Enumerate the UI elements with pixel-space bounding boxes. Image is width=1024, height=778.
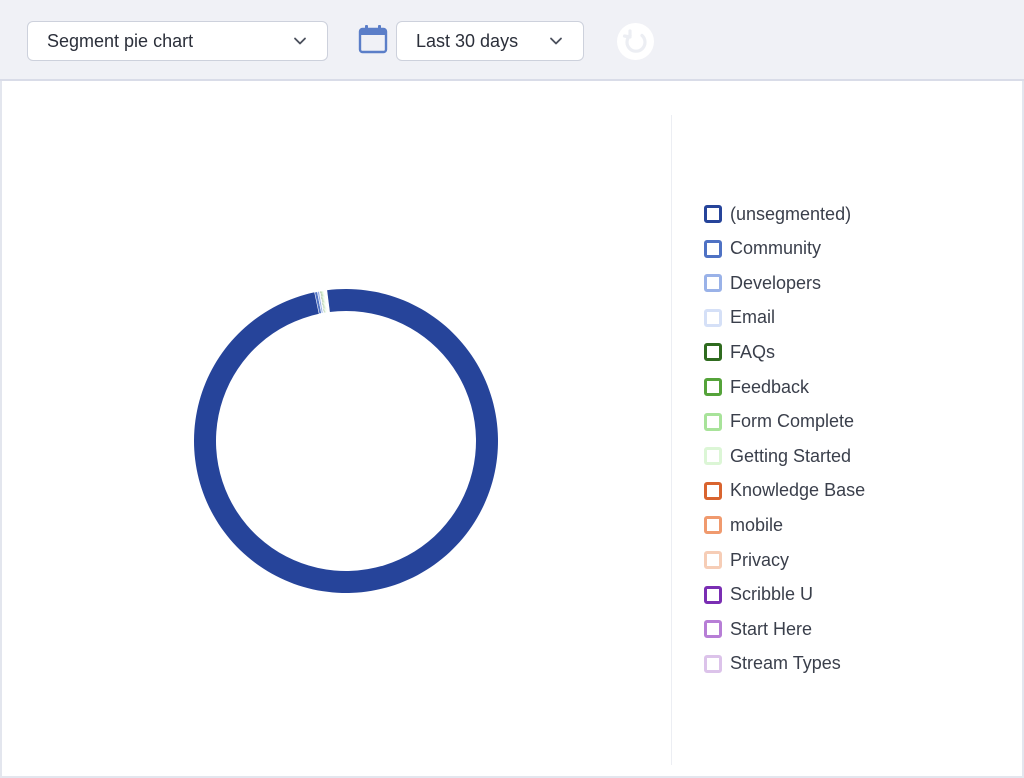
frame-border <box>0 776 1024 778</box>
legend-label: (unsegmented) <box>730 203 852 224</box>
legend-swatch <box>704 481 722 500</box>
legend-label: Email <box>730 307 776 328</box>
legend-label: Start Here <box>730 618 813 639</box>
legend-item[interactable]: Knowledge Base <box>704 477 865 505</box>
legend-swatch <box>704 274 722 293</box>
legend-item[interactable]: mobile <box>704 511 783 539</box>
legend-label: Getting Started <box>730 445 852 466</box>
legend-item[interactable]: (unsegmented) <box>704 200 851 228</box>
legend-label: Developers <box>730 272 822 293</box>
chart-panel <box>2 83 1022 776</box>
legend-item[interactable]: Email <box>704 304 775 332</box>
legend-item[interactable]: Start Here <box>704 615 812 643</box>
legend-item[interactable]: Getting Started <box>704 442 851 470</box>
legend-swatch <box>704 343 722 362</box>
chevron-down-icon <box>550 37 562 45</box>
segment-donut-chart <box>193 289 498 593</box>
legend-swatch <box>704 516 722 535</box>
legend-item[interactable]: Scribble U <box>704 581 813 609</box>
frame-border <box>1022 81 1024 778</box>
legend-label: Stream Types <box>730 653 841 674</box>
legend-item[interactable]: FAQs <box>704 338 775 366</box>
chevron-down-icon <box>294 37 306 45</box>
chart-type-value: Segment pie chart <box>47 30 194 51</box>
legend-item[interactable]: Form Complete <box>704 408 854 436</box>
date-range-value: Last 30 days <box>416 30 519 51</box>
legend-label: mobile <box>730 514 784 535</box>
refresh-icon <box>622 28 647 53</box>
legend-label: Privacy <box>730 549 790 570</box>
chart-type-select[interactable]: Segment pie chart <box>27 21 328 61</box>
legend-swatch <box>704 585 722 604</box>
legend-item[interactable]: Privacy <box>704 546 789 574</box>
legend-label: Form Complete <box>730 411 855 432</box>
legend-label: FAQs <box>730 341 776 362</box>
legend-swatch <box>704 378 722 396</box>
legend-item[interactable]: Feedback <box>704 373 809 401</box>
legend-swatch <box>704 620 722 639</box>
legend-swatch <box>704 239 722 258</box>
date-range-select[interactable]: Last 30 days <box>396 21 584 61</box>
legend-swatch <box>704 654 722 673</box>
legend-swatch <box>704 412 722 431</box>
legend-swatch <box>704 447 722 466</box>
donut-slice[interactable] <box>193 289 498 593</box>
refresh-button[interactable] <box>617 23 654 60</box>
legend-label: Scribble U <box>730 584 814 605</box>
legend-label: Knowledge Base <box>730 480 866 501</box>
calendar-icon[interactable] <box>358 24 388 54</box>
legend-swatch <box>704 308 722 327</box>
legend-label: Feedback <box>730 376 810 397</box>
legend-item[interactable]: Stream Types <box>704 650 841 678</box>
legend-swatch <box>704 551 722 569</box>
legend-swatch <box>704 205 722 223</box>
legend-label: Community <box>730 238 822 259</box>
legend-item[interactable]: Developers <box>704 269 821 297</box>
toolbar: Segment pie chart Last 30 days <box>0 0 1024 81</box>
legend-item[interactable]: Community <box>704 235 821 263</box>
donut-slice[interactable] <box>325 289 330 313</box>
panel-divider <box>671 115 672 765</box>
frame-border <box>0 81 2 778</box>
